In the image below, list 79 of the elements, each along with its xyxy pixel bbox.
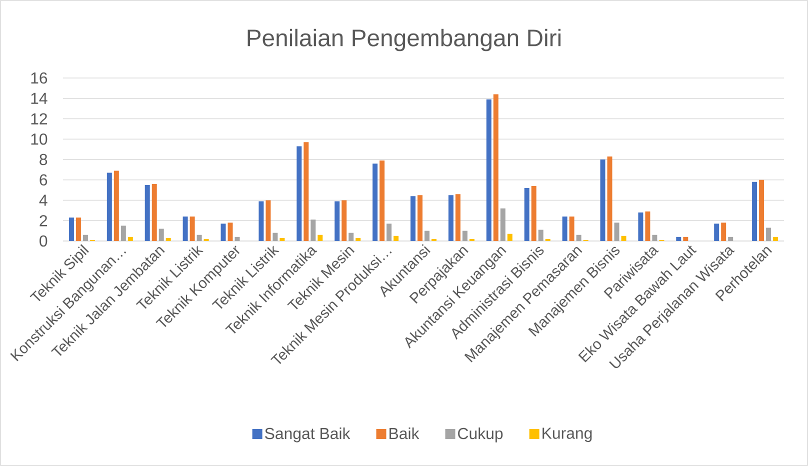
bar: [394, 236, 399, 241]
bar: [524, 188, 530, 241]
bar: [266, 200, 271, 241]
bar: [683, 236, 688, 241]
y-tick-label: 0: [40, 235, 48, 247]
y-tick-label: 2: [40, 215, 47, 226]
bar: [166, 238, 171, 241]
bar: [68, 218, 74, 241]
bar: [752, 182, 758, 241]
bar: [773, 236, 778, 241]
bar: [158, 228, 164, 241]
bar: [258, 201, 264, 241]
bar: [296, 146, 302, 241]
legend-label: Kurang: [542, 428, 592, 442]
y-tick-label: 4: [39, 194, 48, 206]
bar: [304, 142, 309, 241]
bar: [507, 234, 512, 241]
y-tick-label: 14: [31, 92, 48, 104]
bar: [190, 216, 195, 241]
y-tick-label: 10: [31, 133, 48, 145]
bar: [82, 234, 88, 241]
bar: [600, 160, 606, 241]
bar: [182, 216, 188, 241]
bar: [234, 236, 240, 241]
bar: [310, 220, 316, 241]
bar: [424, 230, 430, 241]
bar: [766, 228, 772, 241]
bar: [569, 216, 574, 241]
bar: [676, 236, 682, 241]
bar: [621, 236, 626, 241]
y-tick-label: 8: [40, 154, 48, 166]
bar: [380, 160, 385, 241]
bar: [486, 99, 492, 241]
bar: [106, 172, 112, 241]
bar: [759, 180, 764, 241]
bar: [348, 232, 354, 241]
bar: [280, 238, 285, 241]
bar: [418, 195, 423, 241]
legend-label: Sangat Baik: [265, 427, 350, 442]
bar: [645, 211, 650, 241]
bar: [342, 200, 347, 241]
legend-label: Cukup: [458, 427, 503, 442]
bar: [652, 234, 658, 241]
y-tick-label: 16: [31, 72, 48, 84]
bar: [538, 230, 544, 241]
bar: [356, 238, 361, 241]
bar: [120, 226, 126, 241]
bar: [500, 208, 506, 241]
legend-label: Baik: [390, 427, 420, 440]
bar: [455, 194, 460, 241]
bar: [128, 236, 133, 241]
bar: [318, 234, 323, 241]
bar: [144, 184, 150, 241]
bar: [607, 156, 612, 241]
bar: [714, 224, 720, 241]
bar: [228, 222, 233, 241]
bar: [410, 196, 416, 241]
bar: [220, 224, 226, 241]
bar: [334, 201, 340, 241]
bar: [614, 222, 620, 241]
bar: [372, 164, 378, 241]
bar: [462, 230, 468, 241]
bar: [638, 212, 644, 241]
bar: [562, 216, 568, 241]
y-tick-label: 6: [40, 174, 48, 186]
bar: [531, 186, 536, 241]
chart-title: Penilaian Pengembangan Diri: [248, 28, 560, 52]
bar: [114, 170, 119, 241]
bar: [576, 234, 582, 241]
bar: [448, 195, 454, 241]
bar: [152, 184, 157, 241]
bar: [272, 232, 278, 241]
bar: [728, 236, 734, 241]
bar: [721, 222, 726, 241]
bar: [196, 234, 202, 241]
bar: [386, 224, 392, 241]
y-tick-label: 12: [31, 113, 47, 124]
bar: [76, 218, 81, 241]
bar: [493, 94, 498, 241]
